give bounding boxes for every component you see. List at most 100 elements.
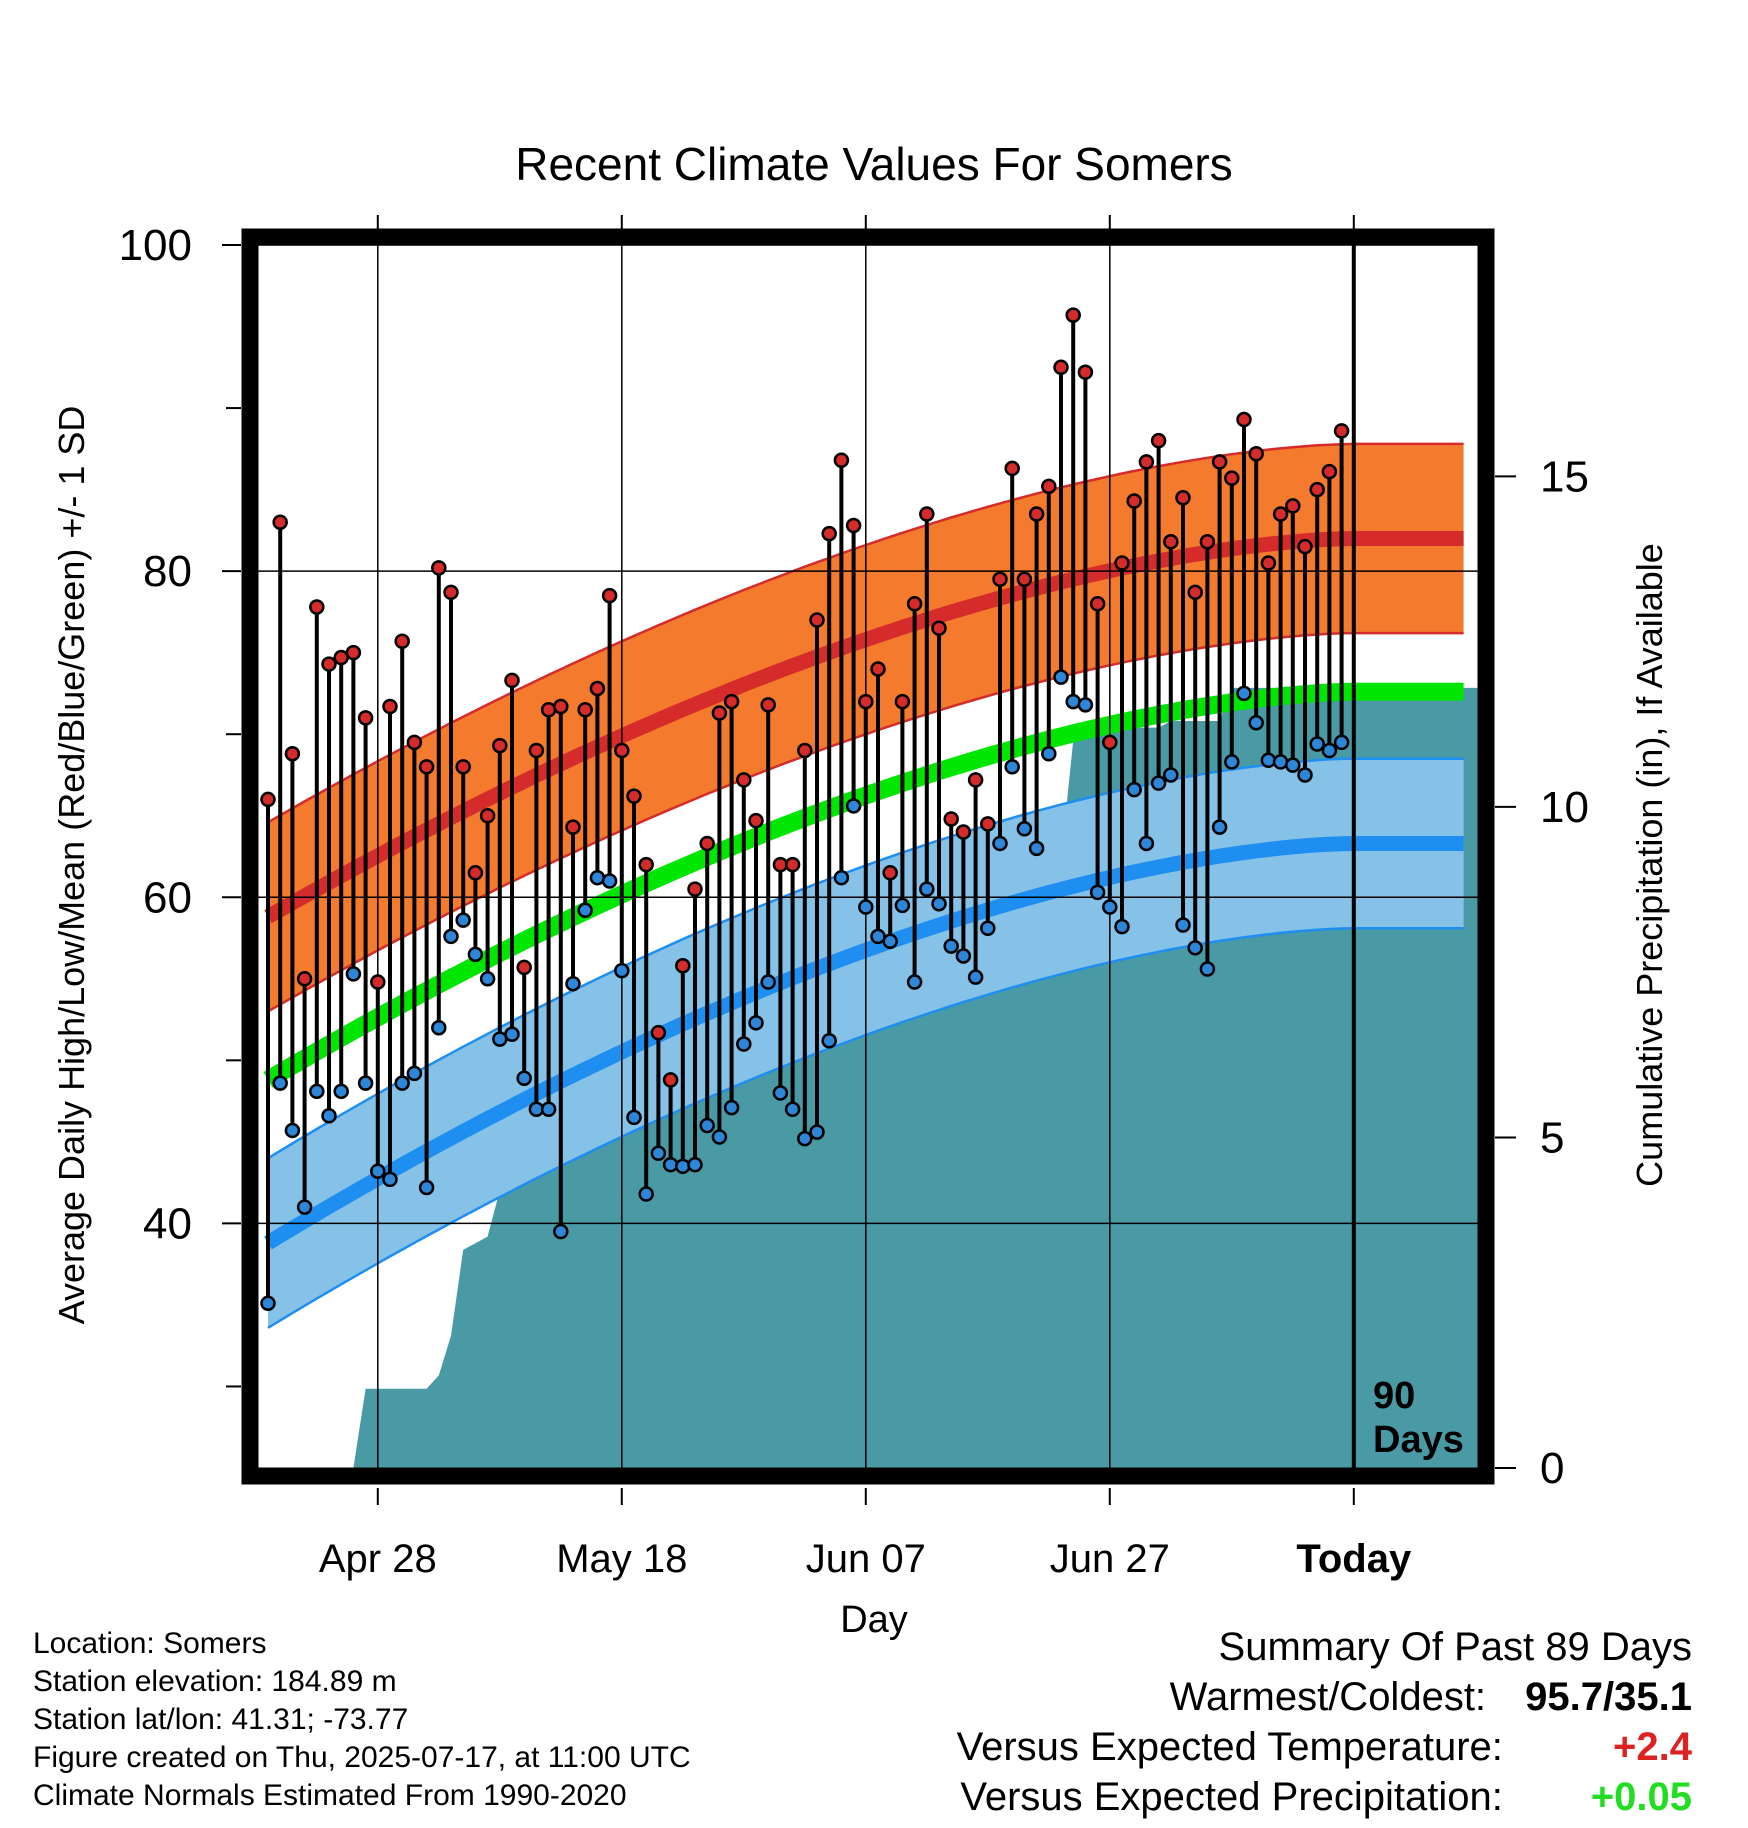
daily-low-point <box>272 1075 288 1091</box>
location-text: Location: Somers <box>33 1627 267 1660</box>
daily-low-point <box>1041 746 1057 762</box>
daily-high-point <box>723 693 740 710</box>
daily-low-point <box>931 896 947 912</box>
daily-low-point <box>1199 961 1216 977</box>
daily-high-point <box>845 517 862 534</box>
summary-panel: Summary Of Past 89 Days Warmest/Coldest:… <box>957 1622 1692 1822</box>
daily-low-point <box>1065 693 1081 710</box>
daily-low-point <box>1309 736 1325 752</box>
daily-high-point <box>931 620 947 636</box>
daily-low-point <box>504 1026 520 1042</box>
precip-value: +0.05 <box>1590 1775 1692 1819</box>
daily-low-point <box>357 1075 374 1091</box>
x-tick-label: Apr 28 <box>319 1537 437 1581</box>
daily-high-point <box>284 746 301 762</box>
daily-high-point <box>1016 571 1033 588</box>
daily-high-point <box>711 705 728 721</box>
daily-high-point <box>516 959 532 976</box>
daily-low-point <box>1016 821 1033 837</box>
daily-high-point <box>638 856 654 873</box>
x-tick-label: May 18 <box>556 1537 687 1581</box>
daily-high-point <box>467 865 484 881</box>
daily-low-point <box>382 1171 398 1188</box>
daily-low-point <box>1248 715 1264 731</box>
daily-high-point <box>309 599 325 615</box>
daily-low-point <box>516 1070 532 1087</box>
plot-frame <box>241 228 1495 1485</box>
daily-high-point <box>955 824 972 840</box>
daily-low-point <box>345 966 362 982</box>
daily-high-point <box>479 807 496 824</box>
daily-low-point <box>967 969 984 985</box>
daily-high-point <box>1248 445 1264 462</box>
daily-low-point <box>626 1109 642 1126</box>
daily-low-point <box>699 1117 715 1134</box>
daily-low-point <box>1053 669 1069 685</box>
daily-high-point <box>906 595 923 612</box>
station-info: Location: Somers Station elevation: 184.… <box>33 1625 691 1815</box>
daily-high-point <box>1236 411 1252 428</box>
precip-tick-label: 0 <box>1540 1444 1564 1493</box>
daily-low-point <box>1224 754 1240 770</box>
daily-low-point <box>1236 685 1252 702</box>
daily-low-point <box>821 1033 837 1049</box>
temp-value: +2.4 <box>1613 1725 1692 1769</box>
daily-low-point <box>406 1065 423 1082</box>
daily-low-point <box>809 1124 825 1140</box>
daily-high-point <box>980 816 996 832</box>
daily-low-point <box>1150 775 1167 791</box>
daily-high-point <box>272 514 288 530</box>
daily-high-point <box>431 560 447 576</box>
elevation-text: Station elevation: 184.89 m <box>33 1665 397 1698</box>
daily-high-point <box>675 958 691 974</box>
daily-high-point <box>736 772 752 788</box>
daily-low-point <box>284 1122 301 1139</box>
daily-high-point <box>406 734 423 751</box>
daily-high-point <box>528 742 545 759</box>
daily-low-point <box>650 1145 667 1162</box>
daily-low-point <box>467 946 484 963</box>
daily-high-point <box>296 971 313 987</box>
daily-low-point <box>614 962 630 979</box>
daily-high-point <box>699 835 715 852</box>
y-tick-label: 100 <box>119 221 192 270</box>
y-tick-label: 60 <box>143 873 192 922</box>
daily-high-point <box>504 672 520 689</box>
daily-high-point <box>443 584 459 601</box>
daily-high-point <box>565 819 581 835</box>
daily-high-point <box>1077 364 1094 380</box>
daily-low-point <box>431 1019 447 1036</box>
daily-low-point <box>711 1129 728 1145</box>
y-axis-label-right: Cumulative Precipitation (in), If Availa… <box>1629 543 1670 1187</box>
y-tick-label: 40 <box>143 1199 192 1248</box>
x-tick-label: Jun 27 <box>1050 1537 1170 1581</box>
daily-low-point <box>906 974 923 990</box>
daily-high-point <box>577 701 593 718</box>
daily-low-point <box>760 974 776 990</box>
daily-low-point <box>601 873 618 889</box>
daily-high-point <box>1211 454 1228 470</box>
temp-row: Versus Expected Temperature: +2.4 <box>957 1722 1692 1772</box>
daily-low-point <box>577 902 593 919</box>
daily-low-point <box>845 798 862 814</box>
daily-low-point <box>894 897 911 914</box>
daily-high-point <box>418 759 435 775</box>
daily-low-point <box>418 1179 435 1196</box>
daily-high-point <box>626 788 642 804</box>
daily-high-point <box>967 772 984 788</box>
daily-high-point <box>540 701 557 718</box>
daily-high-point <box>797 742 813 759</box>
daily-high-point <box>1297 538 1313 555</box>
daily-low-point <box>260 1295 276 1312</box>
daily-low-point <box>1102 899 1118 915</box>
precip-tick-label: 5 <box>1540 1113 1564 1162</box>
daily-high-point <box>943 811 959 827</box>
daily-high-point <box>1260 555 1277 571</box>
daily-low-point <box>553 1223 569 1240</box>
daily-high-point <box>784 856 801 873</box>
daily-high-point <box>1150 432 1167 449</box>
daily-low-point <box>479 971 496 987</box>
daily-low-point <box>638 1186 654 1202</box>
daily-low-point <box>1114 918 1130 935</box>
daily-low-point <box>455 912 471 928</box>
